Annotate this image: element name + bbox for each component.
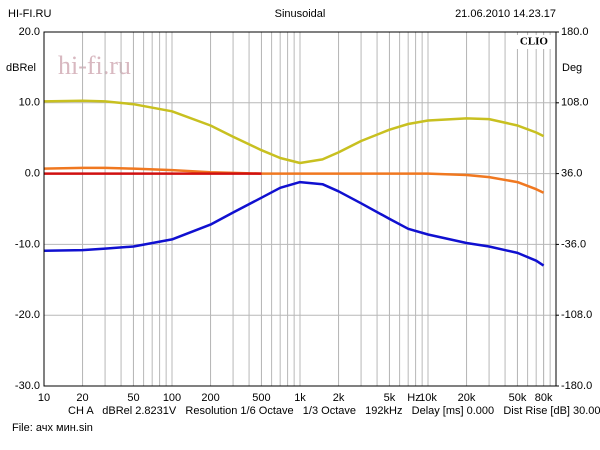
x-tick-label: 50 xyxy=(127,392,139,404)
y2-tick-label: 36.0 xyxy=(561,168,582,180)
x-tick-label: 10 xyxy=(38,392,50,404)
footer-info: CH A dBRel 2.8231V Resolution 1/6 Octave… xyxy=(68,405,600,417)
series-line xyxy=(43,99,545,165)
series-line xyxy=(43,166,545,194)
x-tick-label: 200 xyxy=(201,392,219,404)
y-tick-label: 20.0 xyxy=(19,26,40,38)
header-right: 21.06.2010 14.23.17 xyxy=(455,8,556,20)
x-tick-label: 80k xyxy=(535,392,553,404)
y2-tick-label: -108.0 xyxy=(561,309,592,321)
y2-tick-label: 108.0 xyxy=(561,97,589,109)
brand-box xyxy=(514,35,552,49)
x-tick-label: 5k xyxy=(384,392,396,404)
y-tick-label: 10.0 xyxy=(19,97,40,109)
y-tick-label: -10.0 xyxy=(15,238,40,250)
y2-axis-label: Deg xyxy=(562,62,582,74)
x-unit-label: Hz xyxy=(407,392,420,404)
header-left: HI-FI.RU xyxy=(8,8,51,20)
y-tick-label: -30.0 xyxy=(15,380,40,392)
y2-tick-label: -180.0 xyxy=(561,380,592,392)
x-tick-label: 50k xyxy=(509,392,527,404)
x-tick-label: 1k xyxy=(294,392,306,404)
x-tick-label: 100 xyxy=(163,392,181,404)
x-tick-label: 20k xyxy=(458,392,476,404)
x-tick-label: 10k xyxy=(419,392,437,404)
y-axis-label: dBRel xyxy=(6,62,36,74)
y2-tick-label: -36.0 xyxy=(561,238,586,250)
y2-tick-label: 180.0 xyxy=(561,26,589,38)
x-tick-label: 500 xyxy=(252,392,270,404)
y-tick-label: 0.0 xyxy=(25,168,40,180)
chart-title: Sinusoidal xyxy=(275,8,326,20)
watermark: hi-fi.ru xyxy=(58,51,131,80)
series-line xyxy=(43,180,545,267)
x-tick-label: 20 xyxy=(76,392,88,404)
x-tick-label: 2k xyxy=(333,392,345,404)
file-name: File: ачх мин.sin xyxy=(12,422,93,434)
brand: CLIO xyxy=(520,36,549,48)
y-tick-label: -20.0 xyxy=(15,309,40,321)
plot-frame xyxy=(43,31,557,387)
